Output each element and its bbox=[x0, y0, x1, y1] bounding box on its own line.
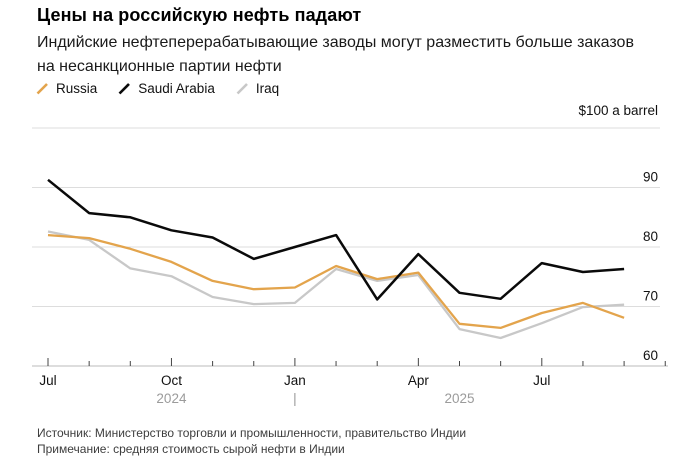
legend-item-russia: Russia bbox=[36, 81, 97, 96]
legend: Russia Saudi Arabia Iraq bbox=[36, 81, 279, 96]
year-label-2024: 2024 bbox=[156, 391, 187, 406]
y-tick-label-70: 70 bbox=[643, 289, 658, 304]
legend-slash-stroke bbox=[118, 83, 131, 95]
legend-label: Russia bbox=[56, 81, 98, 96]
x-tick-label-jul: Jul bbox=[39, 373, 56, 388]
y-tick-label-90: 90 bbox=[643, 170, 658, 185]
series-line-russia bbox=[47, 233, 625, 330]
series-line-saudi-arabia bbox=[47, 178, 625, 301]
year-divider: | bbox=[293, 391, 297, 406]
x-tick-label-jul: Jul bbox=[533, 373, 550, 388]
y-axis-unit-label: $100 a barrel bbox=[578, 103, 658, 118]
legend-item-saudi-arabia: Saudi Arabia bbox=[118, 81, 215, 96]
legend-slash-stroke bbox=[36, 83, 48, 95]
source-text: Источник: Министерство торговли и промыш… bbox=[37, 426, 467, 440]
legend-slash-icon bbox=[118, 83, 131, 95]
legend-item-iraq: Iraq bbox=[236, 81, 279, 96]
x-tick-label-oct: Oct bbox=[161, 373, 182, 388]
chart-title: Цены на российскую нефть падают bbox=[37, 5, 362, 25]
note-text: Примечание: средняя стоимость сырой нефт… bbox=[37, 442, 345, 456]
y-tick-label-80: 80 bbox=[643, 229, 658, 244]
chart-subtitle: Индийские нефтеперерабатывающие заводы м… bbox=[37, 34, 634, 75]
year-label-2025: 2025 bbox=[444, 391, 474, 406]
series-line-iraq bbox=[47, 230, 625, 340]
x-tick-label-apr: Apr bbox=[408, 373, 430, 388]
legend-slash-stroke bbox=[236, 83, 248, 95]
legend-slash-icon bbox=[36, 83, 48, 95]
legend-label: Saudi Arabia bbox=[138, 81, 215, 96]
y-tick-label-60: 60 bbox=[643, 348, 658, 363]
legend-slash-icon bbox=[236, 83, 248, 95]
legend-label: Iraq bbox=[255, 81, 280, 96]
x-tick-label-jan: Jan bbox=[284, 373, 306, 388]
